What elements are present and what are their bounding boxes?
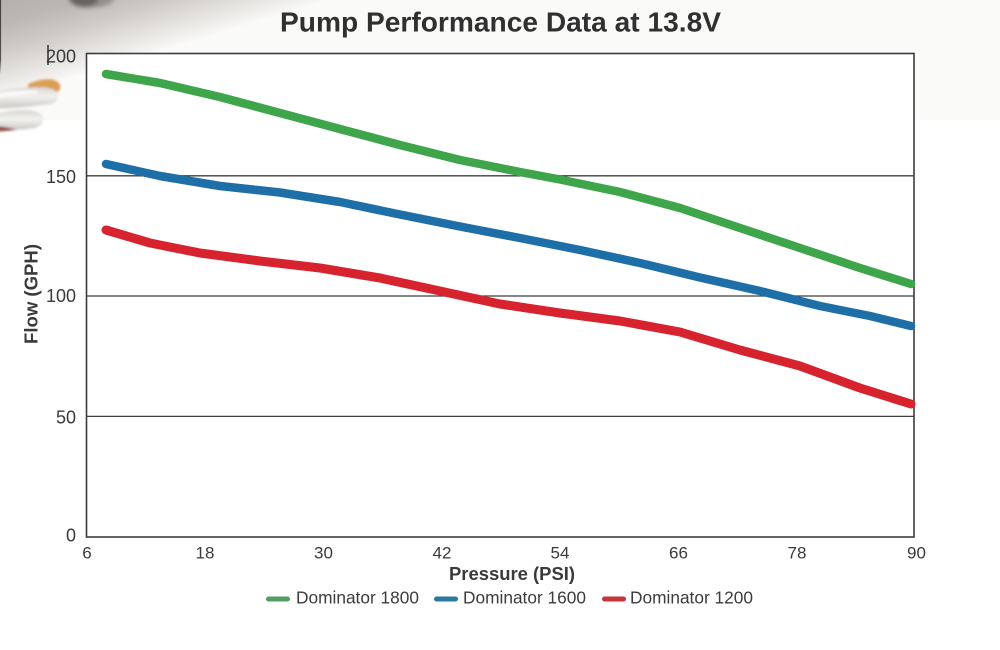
svg-text:100: 100 xyxy=(46,286,76,306)
svg-text:90: 90 xyxy=(907,544,926,563)
svg-text:50: 50 xyxy=(56,408,76,428)
svg-text:200: 200 xyxy=(46,47,76,67)
svg-text:Pressure (PSI): Pressure (PSI) xyxy=(449,564,575,584)
svg-text:18: 18 xyxy=(196,544,215,563)
svg-text:150: 150 xyxy=(46,167,76,187)
svg-text:Dominator 1200: Dominator 1200 xyxy=(630,588,753,608)
svg-text:78: 78 xyxy=(788,544,807,563)
svg-text:6: 6 xyxy=(82,544,91,563)
svg-text:30: 30 xyxy=(314,544,333,563)
svg-text:42: 42 xyxy=(433,544,452,563)
svg-text:54: 54 xyxy=(551,544,570,563)
svg-text:0: 0 xyxy=(66,526,76,546)
svg-text:Dominator 1800: Dominator 1800 xyxy=(296,588,419,608)
svg-text:66: 66 xyxy=(669,544,688,563)
svg-text:Pump Performance Data at 13.8V: Pump Performance Data at 13.8V xyxy=(280,7,722,38)
svg-text:Flow (GPH): Flow (GPH) xyxy=(21,244,42,344)
svg-text:Dominator 1600: Dominator 1600 xyxy=(463,588,586,608)
